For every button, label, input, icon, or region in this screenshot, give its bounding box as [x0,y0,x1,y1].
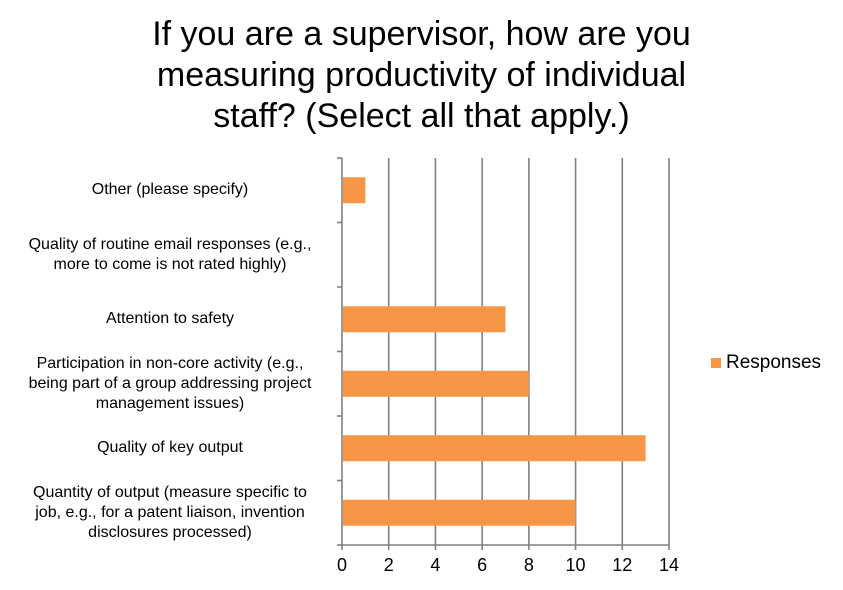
x-tick-label: 2 [383,555,394,575]
category-label-line: management issues) [95,394,245,412]
chart-title-line: staff? (Select all that apply.) [213,97,630,135]
x-tick-label: 12 [612,555,633,575]
legend-label: Responses [726,352,822,373]
legend-swatch [711,358,721,368]
category-label: Attention to safety [106,309,234,329]
category-label: Quality of key output [97,438,243,458]
category-label-line: Quality of key output [97,439,243,457]
x-tick-label: 6 [477,555,488,575]
category-label: Quality of routine email responses (e.g.… [29,235,312,275]
category-label-line: disclosures processed) [88,523,252,541]
x-tick-label: 8 [523,555,534,575]
category-label-line: Attention to safety [105,310,235,328]
category-label-line: job, e.g., for a patent liaison, inventi… [35,503,305,521]
category-label-line: Quantity of output (measure specific to [33,483,307,501]
bar [343,177,366,204]
chart-title-line: If you are a supervisor, how are you [152,15,691,53]
bar [343,370,529,397]
chart-title: If you are a supervisor, how are you mea… [0,14,843,137]
category-label-line: Quality of routine email responses (e.g.… [28,235,312,253]
category-label-line: Other (please specify) [91,181,249,199]
x-tick-label: 14 [658,555,680,575]
bar [343,499,576,526]
category-label: Participation in non-core activity (e.g.… [29,354,312,414]
category-label-line: Participation in non-core activity (e.g.… [36,354,304,372]
category-label-line: more to come is not rated highly) [53,255,287,273]
category-label-line: being part of a group addressing project [28,374,312,392]
legend: Responses [711,352,821,374]
bar [343,306,506,333]
x-tick-label: 10 [565,555,586,575]
x-tick-label: 4 [430,555,441,575]
bar [343,435,646,462]
category-label: Quantity of output (measure specific to j… [33,483,307,543]
chart-title-line: measuring productivity of individual [156,56,687,94]
category-label: Other (please specify) [92,180,249,200]
x-tick-label: 0 [336,555,348,575]
